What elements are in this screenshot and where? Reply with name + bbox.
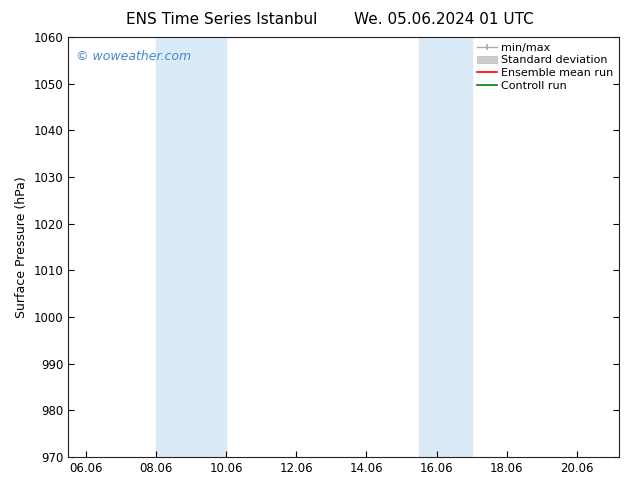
Text: ENS Time Series Istanbul: ENS Time Series Istanbul [126, 12, 318, 27]
Bar [156, 37, 226, 457]
Legend: min/max, Standard deviation, Ensemble mean run, Controll run: min/max, Standard deviation, Ensemble me… [474, 39, 617, 95]
Y-axis label: Surface Pressure (hPa): Surface Pressure (hPa) [15, 176, 28, 318]
Text: © woweather.com: © woweather.com [77, 50, 191, 63]
Bar [419, 37, 472, 457]
Text: We. 05.06.2024 01 UTC: We. 05.06.2024 01 UTC [354, 12, 534, 27]
